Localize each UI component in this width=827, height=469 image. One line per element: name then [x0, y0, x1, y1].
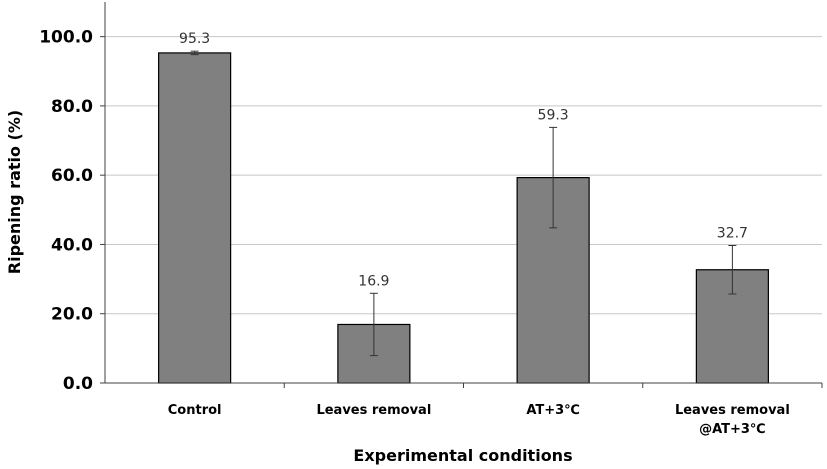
data-label: 95.3: [179, 31, 210, 47]
x-tick-label: Control: [168, 403, 222, 418]
bars: [158, 52, 769, 384]
x-tick-label: @AT+3℃: [699, 422, 766, 437]
x-tick-label: AT+3℃: [526, 403, 580, 418]
data-labels: 95.3 16.9 59.3 32.7: [179, 31, 748, 289]
y-tick-label: 40.0: [51, 235, 93, 255]
data-label: 32.7: [717, 225, 748, 241]
data-label: 59.3: [538, 107, 569, 123]
x-tick-label: Leaves removal: [316, 403, 431, 418]
x-axis-title: Experimental conditions: [353, 446, 572, 465]
y-tick-label: 60.0: [51, 166, 93, 186]
y-tick-label: 100.0: [39, 28, 93, 48]
x-axis-ticks: Control Leaves removal AT+3℃ Leaves removal…: [168, 383, 823, 437]
data-label: 16.9: [358, 273, 389, 289]
error-bars: [190, 50, 737, 357]
y-tick-label: 0.0: [63, 374, 93, 394]
x-tick-label: Leaves removal: [675, 403, 790, 418]
y-axis-ticks: 0.0 20.0 40.0 60.0 80.0 100.0: [39, 28, 105, 394]
y-tick-label: 20.0: [51, 305, 93, 325]
bar: [158, 52, 232, 384]
y-axis-title: Ripening ratio (%): [5, 110, 24, 274]
y-tick-label: 80.0: [51, 97, 93, 117]
